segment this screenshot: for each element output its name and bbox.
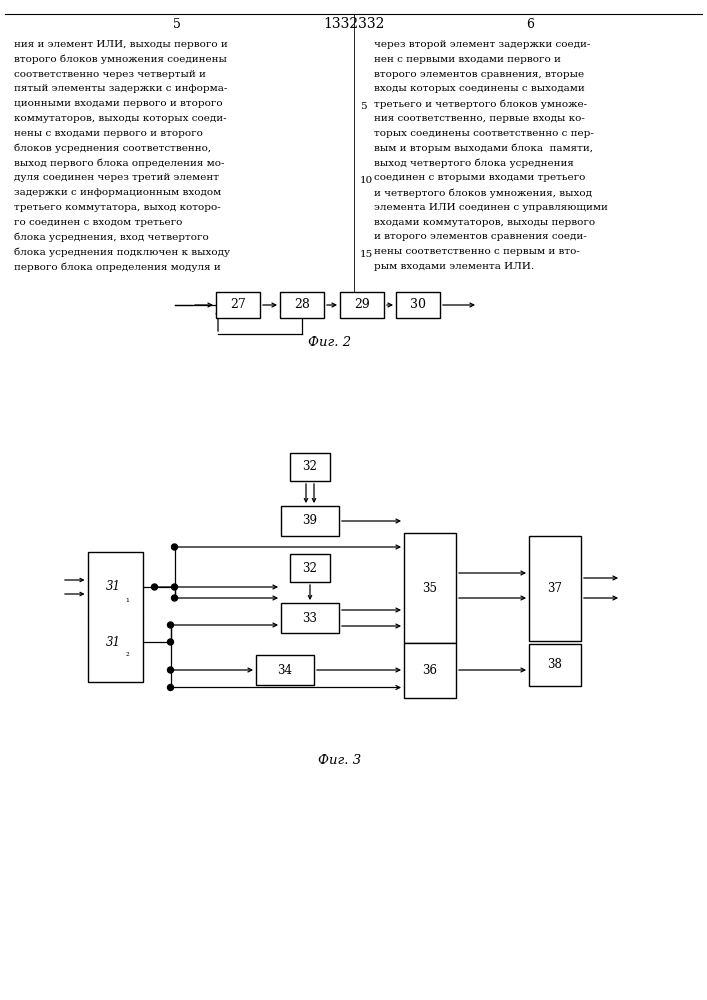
FancyBboxPatch shape bbox=[290, 554, 330, 582]
Text: 38: 38 bbox=[547, 658, 563, 672]
Text: ₂: ₂ bbox=[125, 650, 129, 658]
Text: третьего коммутатора, выход которо-: третьего коммутатора, выход которо- bbox=[14, 203, 221, 212]
Text: второго блоков умножения соединены: второго блоков умножения соединены bbox=[14, 55, 227, 64]
FancyBboxPatch shape bbox=[280, 292, 324, 318]
Text: блоков усреднения соответственно,: блоков усреднения соответственно, bbox=[14, 144, 211, 153]
Text: 6: 6 bbox=[526, 17, 534, 30]
Text: и второго элементов сравнения соеди-: и второго элементов сравнения соеди- bbox=[374, 232, 587, 241]
Text: соответственно через четвертый и: соответственно через четвертый и bbox=[14, 70, 206, 79]
Text: 29: 29 bbox=[354, 298, 370, 312]
Text: 33: 33 bbox=[303, 611, 317, 624]
Circle shape bbox=[172, 544, 177, 550]
Text: пятый элементы задержки с информа-: пятый элементы задержки с информа- bbox=[14, 84, 228, 93]
FancyBboxPatch shape bbox=[281, 603, 339, 633]
Text: ₁: ₁ bbox=[125, 594, 129, 603]
Text: первого блока определения модуля и: первого блока определения модуля и bbox=[14, 262, 221, 271]
Text: 32: 32 bbox=[303, 562, 317, 574]
Text: 28: 28 bbox=[294, 298, 310, 312]
Text: соединен с вторыми входами третьего: соединен с вторыми входами третьего bbox=[374, 173, 585, 182]
Text: третьего и четвертого блоков умноже-: третьего и четвертого блоков умноже- bbox=[374, 99, 587, 109]
Text: 39: 39 bbox=[303, 514, 317, 528]
Circle shape bbox=[168, 639, 173, 645]
Circle shape bbox=[168, 622, 173, 628]
Circle shape bbox=[151, 584, 158, 590]
Text: ционными входами первого и второго: ционными входами первого и второго bbox=[14, 99, 223, 108]
Text: коммутаторов, выходы которых соеди-: коммутаторов, выходы которых соеди- bbox=[14, 114, 227, 123]
Text: 1332332: 1332332 bbox=[323, 17, 385, 31]
FancyBboxPatch shape bbox=[281, 506, 339, 536]
Text: дуля соединен через третий элемент: дуля соединен через третий элемент bbox=[14, 173, 219, 182]
Text: ния и элемент ИЛИ, выходы первого и: ния и элемент ИЛИ, выходы первого и bbox=[14, 40, 228, 49]
Text: 5: 5 bbox=[360, 102, 367, 111]
Text: входами коммутаторов, выходы первого: входами коммутаторов, выходы первого bbox=[374, 218, 595, 227]
Text: 31: 31 bbox=[105, 580, 120, 593]
Text: торых соединены соответственно с пер-: торых соединены соответственно с пер- bbox=[374, 129, 594, 138]
Text: 5: 5 bbox=[173, 17, 181, 30]
FancyBboxPatch shape bbox=[216, 292, 260, 318]
Circle shape bbox=[172, 584, 177, 590]
FancyBboxPatch shape bbox=[529, 644, 581, 686]
Text: го соединен с входом третьего: го соединен с входом третьего bbox=[14, 218, 182, 227]
Circle shape bbox=[168, 667, 173, 673]
Text: задержки с информационным входом: задержки с информационным входом bbox=[14, 188, 221, 197]
Text: нены с входами первого и второго: нены с входами первого и второго bbox=[14, 129, 203, 138]
Text: элемента ИЛИ соединен с управляющими: элемента ИЛИ соединен с управляющими bbox=[374, 203, 608, 212]
Text: 37: 37 bbox=[547, 582, 563, 594]
Text: вым и вторым выходами блока  памяти,: вым и вторым выходами блока памяти, bbox=[374, 144, 593, 153]
Text: 10: 10 bbox=[360, 176, 373, 185]
FancyBboxPatch shape bbox=[396, 292, 440, 318]
Text: рым входами элемента ИЛИ.: рым входами элемента ИЛИ. bbox=[374, 262, 534, 271]
FancyBboxPatch shape bbox=[88, 552, 143, 682]
Text: нены соответственно с первым и вто-: нены соответственно с первым и вто- bbox=[374, 247, 580, 256]
Text: второго элементов сравнения, вторые: второго элементов сравнения, вторые bbox=[374, 70, 584, 79]
FancyBboxPatch shape bbox=[529, 536, 581, 641]
Circle shape bbox=[172, 595, 177, 601]
Text: 34: 34 bbox=[278, 664, 293, 676]
Text: 15: 15 bbox=[360, 250, 373, 259]
Text: 30: 30 bbox=[410, 298, 426, 312]
Text: 36: 36 bbox=[423, 664, 438, 676]
Text: 31: 31 bbox=[105, 636, 120, 648]
Text: Фиг. 2: Фиг. 2 bbox=[308, 336, 351, 349]
Text: и четвертого блоков умножения, выход: и четвертого блоков умножения, выход bbox=[374, 188, 592, 198]
Text: входы которых соединены с выходами: входы которых соединены с выходами bbox=[374, 84, 585, 93]
Text: выход первого блока определения мо-: выход первого блока определения мо- bbox=[14, 158, 225, 168]
Text: 35: 35 bbox=[423, 582, 438, 594]
Text: выход четвертого блока усреднения: выход четвертого блока усреднения bbox=[374, 158, 574, 168]
FancyBboxPatch shape bbox=[404, 533, 456, 643]
Text: нен с первыми входами первого и: нен с первыми входами первого и bbox=[374, 55, 561, 64]
Text: Фиг. 3: Фиг. 3 bbox=[318, 754, 361, 766]
Text: 27: 27 bbox=[230, 298, 246, 312]
FancyBboxPatch shape bbox=[404, 643, 456, 698]
FancyBboxPatch shape bbox=[256, 655, 314, 685]
FancyBboxPatch shape bbox=[340, 292, 384, 318]
FancyBboxPatch shape bbox=[290, 453, 330, 481]
Text: ния соответственно, первые входы ко-: ния соответственно, первые входы ко- bbox=[374, 114, 585, 123]
Text: 32: 32 bbox=[303, 460, 317, 474]
Text: через второй элемент задержки соеди-: через второй элемент задержки соеди- bbox=[374, 40, 590, 49]
Circle shape bbox=[168, 684, 173, 690]
Text: блока усреднения, вход четвертого: блока усреднения, вход четвертого bbox=[14, 232, 209, 242]
Text: блока усреднения подключен к выходу: блока усреднения подключен к выходу bbox=[14, 247, 230, 257]
